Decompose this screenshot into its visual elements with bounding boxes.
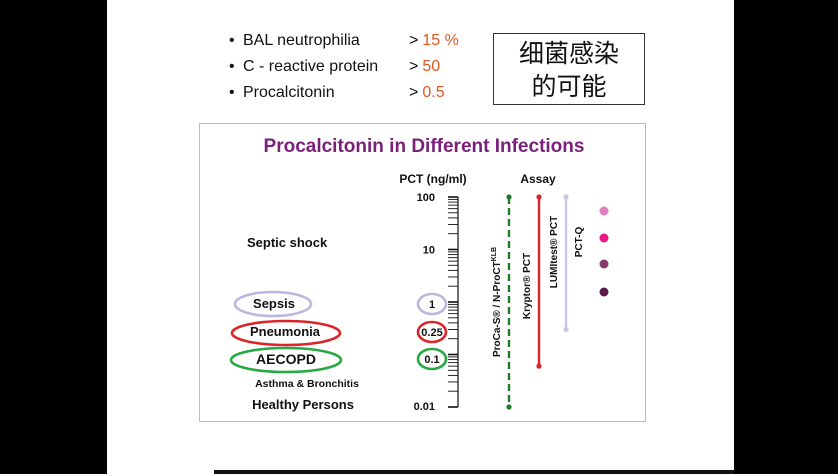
threshold-op: >: [409, 58, 419, 75]
scale-label-circle: [416, 320, 448, 344]
assay-header: Assay: [520, 172, 556, 186]
assay-range-end: [563, 326, 569, 333]
condition-outline: [233, 290, 313, 318]
bacterial-infection-note: 细菌感染 的可能: [493, 33, 645, 105]
scale-label-circle: [416, 292, 448, 316]
assay-range-end: [506, 194, 512, 200]
scale-label: 100: [417, 192, 435, 204]
pct-scale: 100 10 1 0.25 0.1 0.01: [414, 192, 459, 413]
threshold-item: >0.5: [409, 84, 499, 110]
assay-point: [599, 233, 609, 243]
pct-infection-panel: Procalcitonin in Different Infections PC…: [199, 123, 646, 422]
condition-list: Septic shock Sepsis Pneumonia AECOPD Asthma …: [229, 235, 359, 412]
threshold-value: 0.5: [422, 84, 445, 101]
assay-label: ProCa-S® / N-ProCTKLB: [491, 247, 503, 357]
footer-rule: [214, 470, 734, 474]
assay-range-end: [536, 363, 542, 369]
assay-label: PCT-Q: [574, 227, 585, 258]
bullet-dot: •: [229, 84, 235, 101]
assay-point: [599, 206, 609, 216]
threshold-value: 50: [422, 58, 441, 75]
threshold-value: 15 %: [422, 32, 459, 49]
bullet-item: • C - reactive protein: [229, 58, 489, 84]
assay-range-end: [506, 404, 512, 410]
threshold-op: >: [409, 32, 419, 49]
pct-panel-svg: Procalcitonin in Different Infections PC…: [229, 136, 609, 413]
bullet-name: Procalcitonin: [243, 84, 335, 101]
assay-range-end: [563, 194, 569, 200]
condition-label: Septic shock: [247, 235, 328, 250]
condition-label: Pneumonia: [250, 324, 321, 339]
assay-point: [599, 287, 609, 297]
bullet-name: BAL neutrophilia: [243, 32, 360, 49]
bullet-dot: •: [229, 32, 235, 49]
assay-range-end: [536, 194, 542, 200]
scale-label: 0.25: [421, 327, 442, 339]
threshold-op: >: [409, 84, 419, 101]
condition-label: AECOPD: [256, 351, 316, 367]
scale-label: 0.1: [424, 354, 439, 366]
threshold-list: >15 % >50 >0.5: [409, 32, 499, 110]
scale-label: 0.01: [414, 401, 435, 413]
assay-point: [599, 259, 609, 269]
condition-outline: [230, 319, 342, 347]
condition-label: Sepsis: [253, 296, 295, 311]
bullet-dot: •: [229, 58, 235, 75]
panel-title: Procalcitonin in Different Infections: [264, 136, 585, 157]
scale-label: 1: [429, 299, 435, 311]
bullet-name: C - reactive protein: [243, 58, 379, 75]
bullet-list: • BAL neutrophilia • C - reactive protei…: [229, 32, 489, 110]
scale-label-circle: [416, 347, 448, 371]
threshold-item: >15 %: [409, 32, 499, 58]
assay-ranges: ProCa-S® / N-ProCTKLB Kryptor® PCT LUMItes…: [491, 194, 609, 410]
assay-label: Kryptor® PCT: [522, 253, 533, 319]
assay-label: LUMItest® PCT: [549, 216, 560, 288]
condition-label: Asthma & Bronchitis: [255, 378, 359, 390]
slide: • BAL neutrophilia • C - reactive protei…: [107, 0, 734, 474]
scale-label: 10: [423, 245, 435, 257]
bullet-item: • Procalcitonin: [229, 84, 489, 110]
pct-header: PCT (ng/ml): [399, 172, 466, 186]
bullet-item: • BAL neutrophilia: [229, 32, 489, 58]
condition-outline: [229, 346, 343, 374]
threshold-item: >50: [409, 58, 499, 84]
note-line-2: 的可能: [531, 72, 607, 101]
note-line-1: 细菌感染: [518, 39, 619, 68]
condition-label: Healthy Persons: [252, 397, 354, 412]
